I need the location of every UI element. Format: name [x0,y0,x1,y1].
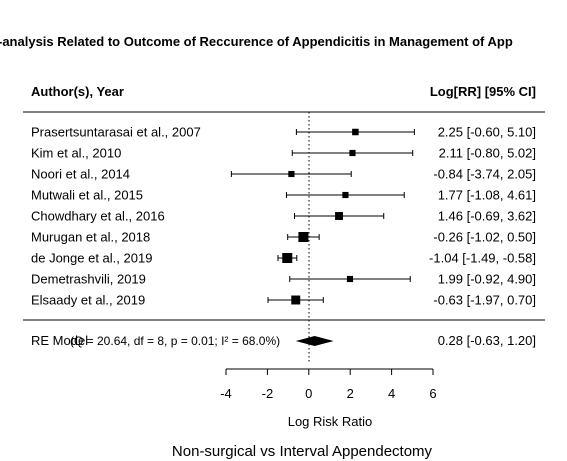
study-label: Prasertsuntarasai et al., 2007 [31,125,201,140]
summary-label: RE Model [31,333,88,348]
point-estimate [298,232,309,242]
study-label: Elsaady et al., 2019 [31,293,145,308]
effect-text: 1.99 [-0.92, 4.90] [438,272,536,287]
point-estimate [352,128,359,136]
effect-text: 1.77 [-1.08, 4.61] [438,188,536,203]
effect-column-header: Log[RR] [95% CI] [430,84,536,99]
x-tick-label: -2 [262,386,274,401]
summary-row: RE Model (Q = 20.64, df = 8, p = 0.01; I… [31,333,536,348]
summary-effect-text: 0.28 [-0.63, 1.20] [438,333,536,348]
effect-text: -0.63 [-1.97, 0.70] [433,293,536,308]
point-estimate [291,295,301,305]
effect-text: 2.11 [-0.80, 5.02] [439,146,536,161]
study-label: Chowdhary et al., 2016 [31,209,165,224]
study-label: Mutwali et al., 2015 [31,188,143,203]
effect-text: 1.46 [-0.69, 3.62] [438,209,536,224]
chart-title: -analysis Related to Outcome of Reccuren… [0,34,513,49]
point-estimate [288,170,295,178]
chart-caption: Non-surgical vs Interval Appendectomy [172,443,433,460]
study-label: Demetrashvili, 2019 [31,272,146,287]
point-estimate [346,275,354,283]
study-label: Kim et al., 2010 [31,146,121,161]
point-estimate [282,253,293,263]
x-axis: -4 -2 0 2 4 6 [220,368,437,401]
effect-text: -1.04 [-1.49, -0.58] [429,251,536,266]
study-label: de Jonge et al., 2019 [31,251,152,266]
effect-text: -0.26 [-1.02, 0.50] [433,230,536,245]
summary-diamond [295,336,334,346]
x-tick-label: -4 [220,386,232,401]
effect-text: -0.84 [-3.74, 2.05] [433,167,536,182]
study-rows: Prasertsuntarasai et al., 2007 2.25 [-0.6… [31,125,536,308]
summary-heterogeneity: (Q = 20.64, df = 8, p = 0.01; I² = 68.0%… [70,334,280,348]
point-estimate [349,149,356,157]
point-estimate [335,212,343,220]
study-column-header: Author(s), Year [31,84,124,99]
x-tick-label: 0 [305,386,312,401]
effect-text: 2.25 [-0.60, 5.10] [438,125,536,140]
study-label: Noori et al., 2014 [31,167,130,182]
point-estimate [342,191,349,199]
x-tick-label: 6 [429,386,436,401]
study-label: Murugan et al., 2018 [31,230,150,245]
x-axis-label: Log Risk Ratio [288,414,373,429]
x-tick-label: 4 [388,386,395,401]
x-tick-label: 2 [347,386,354,401]
